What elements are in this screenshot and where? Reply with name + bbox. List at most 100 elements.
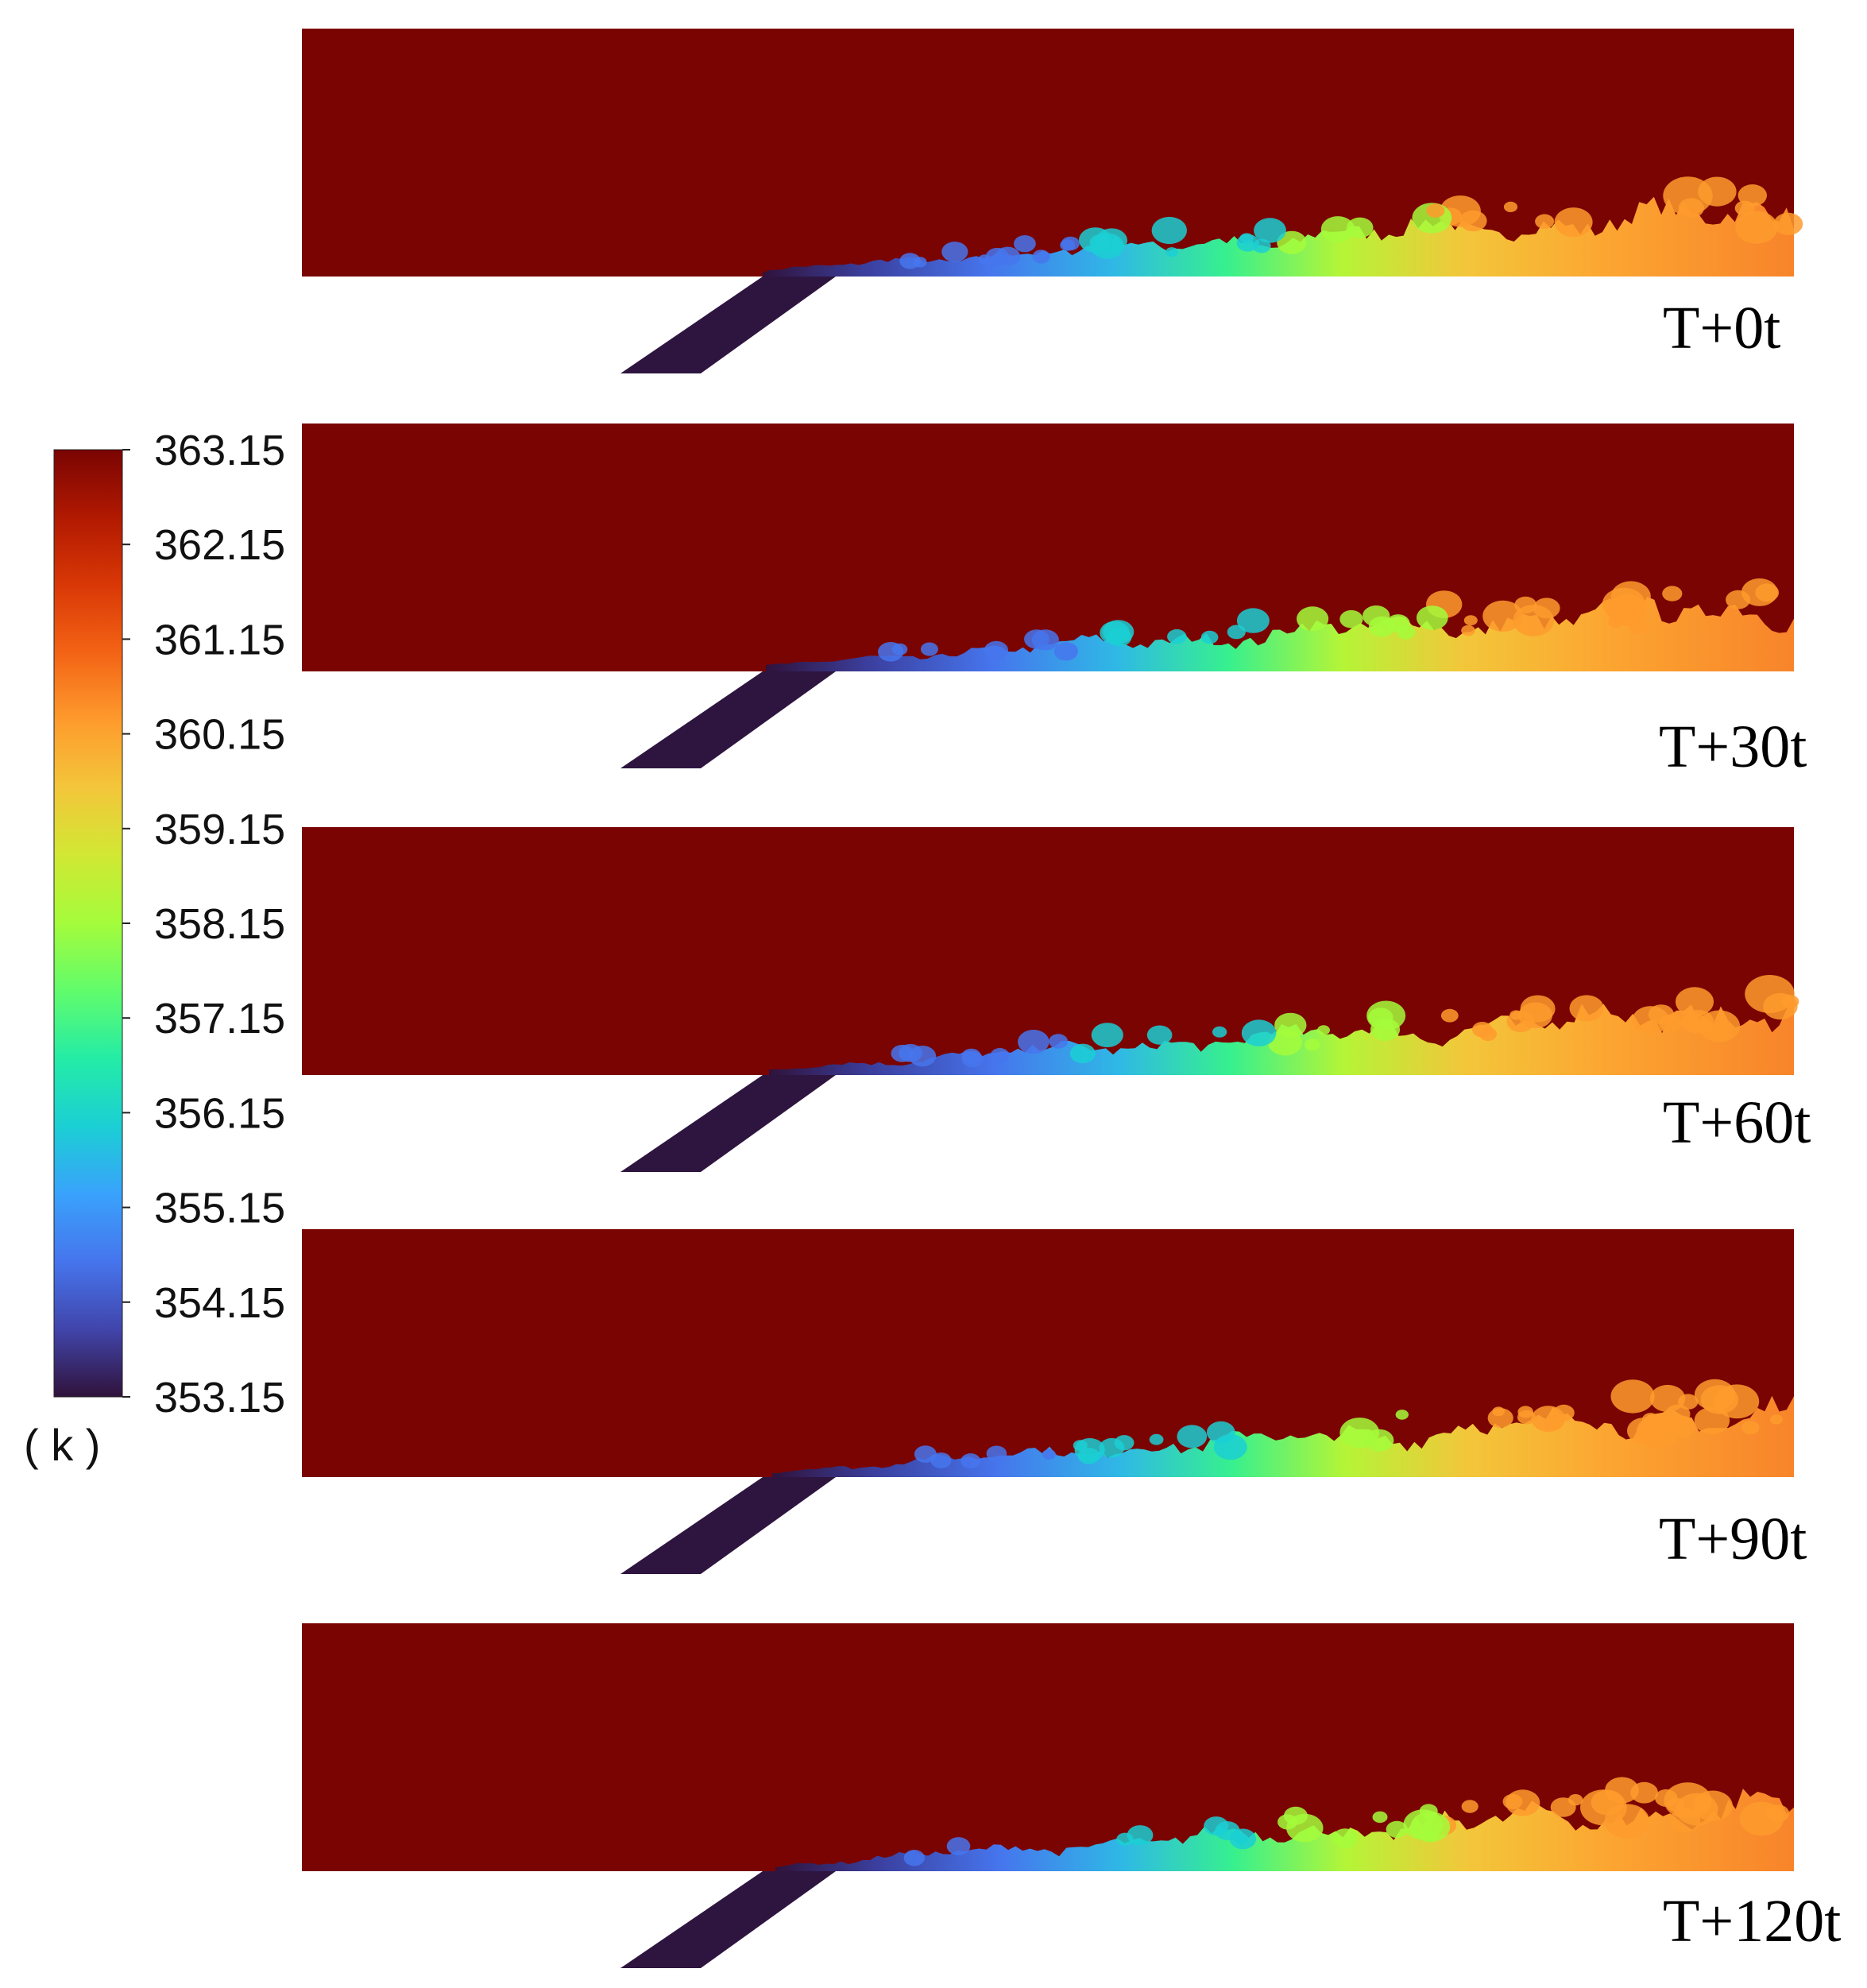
eddy	[1666, 1415, 1696, 1438]
eddy	[1416, 605, 1448, 630]
eddy	[1127, 1825, 1154, 1846]
eddy	[930, 1452, 952, 1468]
eddy	[1735, 211, 1778, 244]
eddy	[1252, 238, 1271, 253]
eddy	[1569, 995, 1604, 1022]
eddy	[1177, 1425, 1208, 1448]
colorbar-tick-label: 362.15	[154, 521, 285, 569]
eddy	[1014, 235, 1036, 253]
eddy	[1610, 1379, 1655, 1414]
eddy	[1694, 1379, 1736, 1411]
colorbar-tick-label: 354.15	[154, 1279, 285, 1327]
eddy	[903, 1850, 926, 1866]
inlet-duct	[620, 1477, 836, 1574]
inlet-duct	[620, 1075, 836, 1172]
time-label: T+90t	[1659, 1506, 1807, 1572]
time-label: T+60t	[1663, 1089, 1811, 1156]
eddy	[986, 1445, 1007, 1462]
eddy	[961, 1050, 984, 1068]
eddy	[1229, 1828, 1257, 1850]
eddy	[1024, 629, 1049, 649]
colorbar-tick-label: 356.15	[154, 1089, 285, 1137]
eddy	[1151, 216, 1188, 245]
eddy	[1386, 1820, 1409, 1838]
cold-plume	[775, 1789, 1794, 1871]
eddy	[1204, 1816, 1229, 1836]
eddy	[985, 247, 1010, 266]
eddy	[1053, 642, 1078, 661]
eddy	[1669, 1808, 1701, 1832]
eddy	[1739, 1801, 1784, 1836]
eddy	[1517, 1406, 1533, 1418]
contour-panel: T+0t	[302, 29, 1803, 373]
eddy	[1254, 218, 1286, 243]
eddy	[1461, 1800, 1479, 1813]
eddy	[1049, 1034, 1069, 1049]
eddy	[1544, 1415, 1563, 1430]
eddy	[1755, 583, 1780, 602]
eddy	[1042, 1449, 1056, 1460]
eddy	[1535, 214, 1555, 229]
eddy	[1440, 1008, 1459, 1023]
eddy	[1734, 200, 1755, 216]
eddy	[920, 642, 938, 656]
eddy	[1146, 1025, 1173, 1045]
eddy	[1426, 203, 1445, 218]
eddy	[1503, 201, 1518, 212]
contour-panel: T+60t	[302, 827, 1811, 1172]
eddy	[1339, 609, 1363, 629]
eddy	[1213, 1434, 1247, 1460]
eddy	[1366, 1000, 1406, 1031]
colorbar-tick-label: 355.15	[154, 1185, 285, 1232]
eddy	[1236, 608, 1270, 633]
colorbar-tick-label: 363.15	[154, 427, 285, 474]
eddy	[1274, 1012, 1307, 1038]
eddy	[1395, 1410, 1409, 1420]
colorbar-gradient	[53, 449, 123, 1398]
eddy	[1396, 625, 1416, 640]
eddy	[1627, 1418, 1662, 1445]
eddy	[1167, 629, 1187, 644]
eddy	[1079, 227, 1112, 253]
eddy	[1061, 236, 1080, 251]
time-label: T+0t	[1663, 295, 1780, 362]
eddy	[1410, 1811, 1451, 1843]
eddy	[1567, 1794, 1583, 1806]
eddy	[1212, 1026, 1227, 1038]
eddy	[1461, 625, 1475, 636]
eddy	[1297, 606, 1329, 632]
eddy	[1482, 600, 1523, 632]
inlet-duct	[620, 1871, 836, 1968]
eddy	[1773, 212, 1803, 235]
eddy	[1332, 1828, 1358, 1848]
colorbar-tick-label: 361.15	[154, 616, 285, 663]
eddy	[1099, 1437, 1125, 1458]
eddy	[1648, 1004, 1674, 1024]
contour-panel: T+120t	[302, 1623, 1841, 1968]
eddy	[1741, 1421, 1760, 1435]
eddy	[1320, 216, 1355, 242]
eddy	[1149, 1433, 1164, 1445]
eddy	[891, 643, 908, 656]
contour-panel: T+90t	[302, 1229, 1807, 1574]
eddy	[1069, 1043, 1096, 1064]
eddy	[1227, 625, 1246, 640]
eddy	[1317, 1025, 1330, 1035]
eddy	[1602, 587, 1645, 621]
eddy	[1165, 247, 1178, 257]
eddy	[1472, 1022, 1493, 1038]
colorbar-tick-label: 359.15	[154, 806, 285, 853]
eddy	[1364, 1429, 1394, 1452]
eddy	[961, 1453, 981, 1469]
eddy	[1241, 1019, 1277, 1046]
eddy	[1554, 207, 1593, 238]
eddy	[1200, 630, 1219, 644]
eddy	[1629, 618, 1650, 635]
eddy	[984, 640, 1008, 659]
colorbar-unit-label: ( k )	[24, 1420, 100, 1470]
time-label: T+120t	[1663, 1888, 1841, 1955]
eddy	[1649, 1384, 1686, 1413]
eddy	[1239, 233, 1254, 244]
eddy	[891, 1044, 914, 1062]
